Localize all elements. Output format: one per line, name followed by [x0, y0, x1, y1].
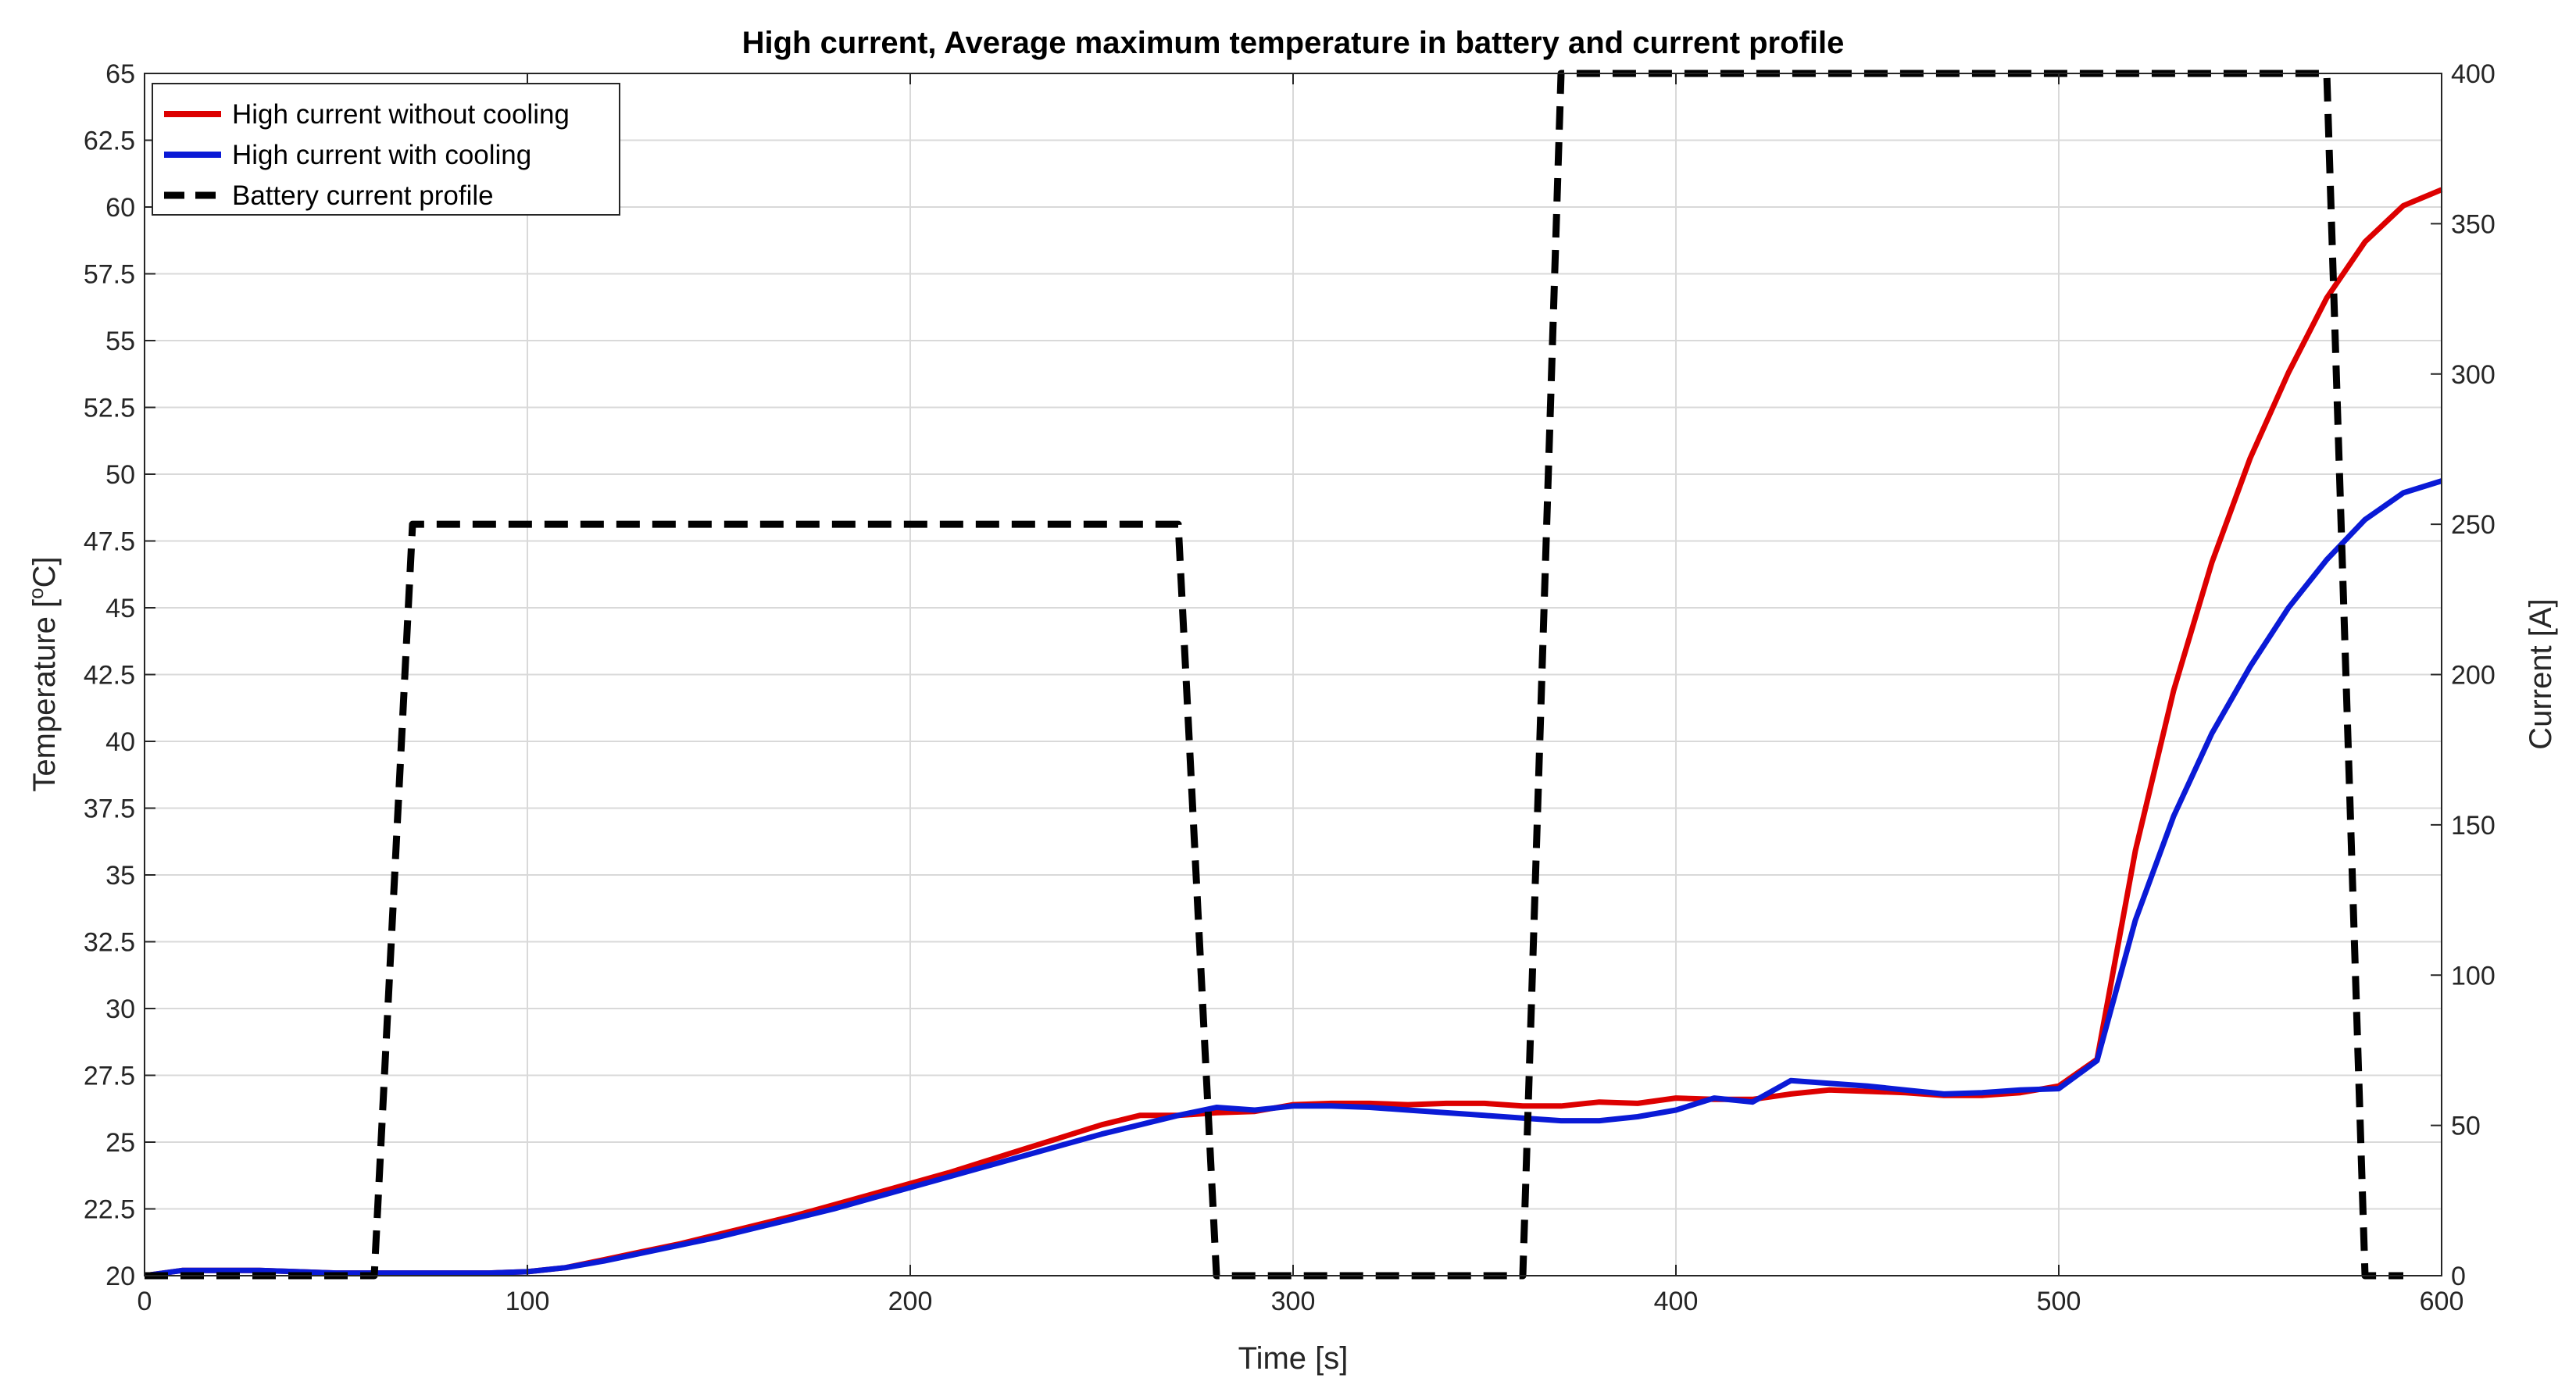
- y-left-tick-label: 35: [105, 861, 135, 891]
- y-right-tick-label: 50: [2451, 1112, 2481, 1141]
- y-left-tick-label: 45: [105, 594, 135, 623]
- y-left-tick-label: 40: [105, 727, 135, 757]
- y-left-axis-label: Temperature [oC]: [24, 556, 62, 791]
- x-tick-label: 100: [506, 1287, 550, 1316]
- chart-title: High current, Average maximum temperatur…: [742, 26, 1845, 60]
- y-left-tick-label: 22.5: [84, 1195, 135, 1225]
- y-right-tick-label: 200: [2451, 661, 2496, 691]
- legend-label-current-profile: Battery current profile: [232, 180, 494, 211]
- y-left-label-sup: o: [24, 587, 48, 598]
- y-left-label-post: C]: [27, 556, 62, 587]
- y-left-tick-label: 50: [105, 460, 135, 490]
- series-current-profile-line: [145, 70, 2403, 1280]
- x-tick-label: 500: [2037, 1287, 2081, 1316]
- y-left-tick-label: 32.5: [84, 928, 135, 958]
- x-tick-label: 400: [1654, 1287, 1699, 1316]
- y-left-tick-label: 60: [105, 193, 135, 223]
- y-left-tick-label: 30: [105, 994, 135, 1024]
- y-left-tick-label: 65: [105, 59, 135, 89]
- y-left-tick-label: 27.5: [84, 1062, 135, 1091]
- x-tick-label: 600: [2420, 1287, 2464, 1316]
- y-left-tick-label: 25: [105, 1128, 135, 1158]
- y-left-tick-label: 20: [105, 1262, 135, 1291]
- y-left-tick-label: 52.5: [84, 394, 135, 423]
- y-right-axis-label: Current [A]: [2524, 598, 2558, 749]
- y-right-tick-label: 150: [2451, 811, 2496, 841]
- y-left-tick-label: 55: [105, 327, 135, 356]
- y-right-tick-label: 300: [2451, 360, 2496, 390]
- legend-label-without-cooling: High current without cooling: [232, 99, 570, 130]
- legend-box: [152, 83, 620, 216]
- y-right-tick-label: 400: [2451, 59, 2496, 89]
- y-right-tick-label: 350: [2451, 209, 2496, 239]
- legend-label-with-cooling: High current with cooling: [232, 140, 531, 170]
- y-right-tick-label: 0: [2451, 1262, 2466, 1291]
- x-tick-label: 0: [138, 1287, 152, 1316]
- y-left-label-pre: Temperature [: [27, 599, 62, 792]
- x-axis-label: Time [s]: [1238, 1341, 1349, 1376]
- y-left-tick-label: 62.5: [84, 127, 135, 156]
- y-right-tick-label: 100: [2451, 961, 2496, 991]
- legend: High current without cooling High curren…: [152, 83, 620, 216]
- y-left-tick-label: 57.5: [84, 260, 135, 290]
- x-tick-label: 300: [1271, 1287, 1316, 1316]
- y-left-tick-label: 42.5: [84, 661, 135, 691]
- y-left-tick-label: 37.5: [84, 794, 135, 824]
- axis-ticks: 0 100 200 300 400 500 6002022.52527.53032.5353…: [84, 59, 2496, 1316]
- y-right-tick-label: 250: [2451, 510, 2496, 540]
- x-tick-label: 200: [888, 1287, 933, 1316]
- y-left-tick-label: 47.5: [84, 527, 135, 557]
